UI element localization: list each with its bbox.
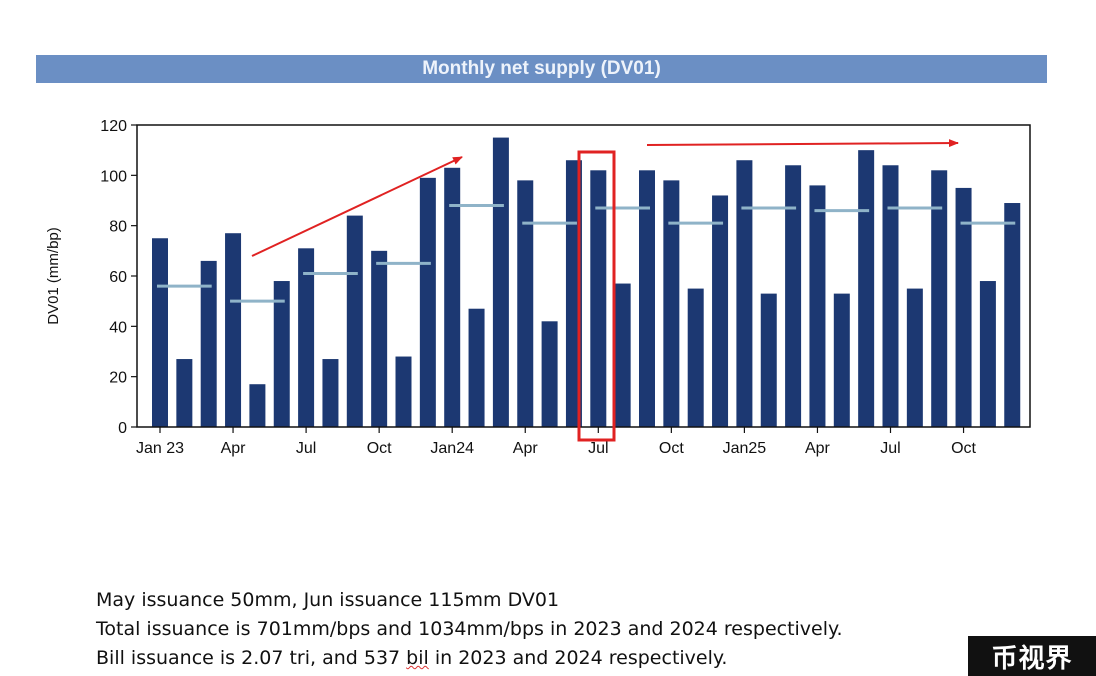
note-line-3-word: bil — [406, 647, 429, 669]
bar-sep-25 — [931, 170, 948, 428]
y-tick-label: 120 — [100, 118, 127, 135]
bar-may-24 — [541, 321, 558, 427]
x-tick-label: Jul — [588, 440, 608, 457]
bar-dec-23 — [419, 177, 436, 427]
x-tick-label: Apr — [221, 440, 247, 457]
note-line-2: Total issuance is 701mm/bps and 1034mm/b… — [96, 618, 843, 640]
bar-feb-23 — [176, 359, 193, 427]
bar-jun-23 — [273, 281, 290, 427]
x-tick-label: Oct — [659, 440, 684, 457]
bar-mar-23 — [200, 260, 217, 427]
bar-jun-25 — [858, 150, 875, 427]
bar-oct-23 — [371, 250, 388, 427]
bar-jul-25 — [882, 165, 899, 427]
bar-jan-23 — [152, 238, 168, 427]
bar-nov-24 — [687, 288, 704, 427]
x-tick-label: Jan25 — [723, 440, 767, 457]
bar-apr-25 — [809, 185, 826, 427]
y-tick-label: 0 — [118, 420, 127, 437]
watermark-text: 币视界 — [991, 642, 1073, 673]
trend-arrow-flat — [646, 139, 959, 148]
bar-mar-25 — [785, 165, 802, 427]
bar-aug-25 — [906, 288, 923, 427]
x-tick-label: Oct — [951, 440, 976, 457]
note-line-3-after: in 2023 and 2024 respectively. — [428, 647, 728, 669]
bar-jul-24 — [590, 170, 607, 428]
note-line-1: May issuance 50mm, Jun issuance 115mm DV… — [96, 589, 560, 611]
bar-feb-24 — [468, 308, 485, 427]
bar-jan-24 — [444, 167, 461, 428]
notes: May issuance 50mm, Jun issuance 115mm DV… — [96, 586, 843, 673]
bar-dec-25 — [1004, 203, 1021, 427]
y-tick-label: 40 — [109, 319, 127, 336]
bar-feb-25 — [760, 293, 777, 427]
y-tick-label: 100 — [100, 168, 127, 185]
y-tick-label: 20 — [109, 370, 127, 387]
x-tick-label: Apr — [513, 440, 539, 457]
bar-apr-24 — [517, 180, 534, 427]
note-line-3-before: Bill issuance is 2.07 tri, and 537 — [96, 647, 407, 669]
y-tick-label: 60 — [109, 269, 127, 286]
bar-oct-24 — [663, 180, 680, 427]
y-axis-label: DV01 (mm/bp) — [45, 227, 62, 325]
bar-nov-25 — [979, 281, 996, 427]
bar-dec-24 — [712, 195, 729, 427]
x-tick-label: Apr — [805, 440, 831, 457]
bar-may-25 — [833, 293, 850, 427]
x-tick-label: Oct — [367, 440, 392, 457]
note-line-3: Bill issuance is 2.07 tri, and 537 bil i… — [96, 644, 843, 673]
bar-aug-23 — [322, 359, 339, 427]
bar-sep-24 — [639, 170, 655, 428]
chart-title: Monthly net supply (DV01) — [422, 58, 661, 79]
bar-jul-23 — [298, 248, 315, 427]
bar-sep-23 — [346, 215, 363, 427]
bar-mar-24 — [492, 137, 509, 428]
x-tick-label: Jan24 — [430, 440, 474, 457]
chart-title-band: Monthly net supply (DV01) — [36, 55, 1047, 83]
bar-oct-25 — [955, 187, 972, 427]
bar-nov-23 — [395, 356, 412, 427]
highlight-box-jul24 — [577, 150, 616, 442]
x-tick-label: Jul — [296, 440, 316, 457]
trend-arrow-up — [251, 156, 463, 257]
bar-jan-25 — [736, 160, 753, 427]
x-tick-label: Jul — [880, 440, 900, 457]
bar-may-23 — [249, 384, 266, 427]
bar-aug-24 — [614, 283, 631, 427]
watermark: 币视界 — [968, 636, 1096, 676]
x-tick-label: Jan 23 — [136, 440, 184, 457]
plot-frame — [136, 124, 1031, 428]
y-tick-label: 80 — [109, 219, 127, 236]
bar-apr-23 — [225, 233, 242, 427]
